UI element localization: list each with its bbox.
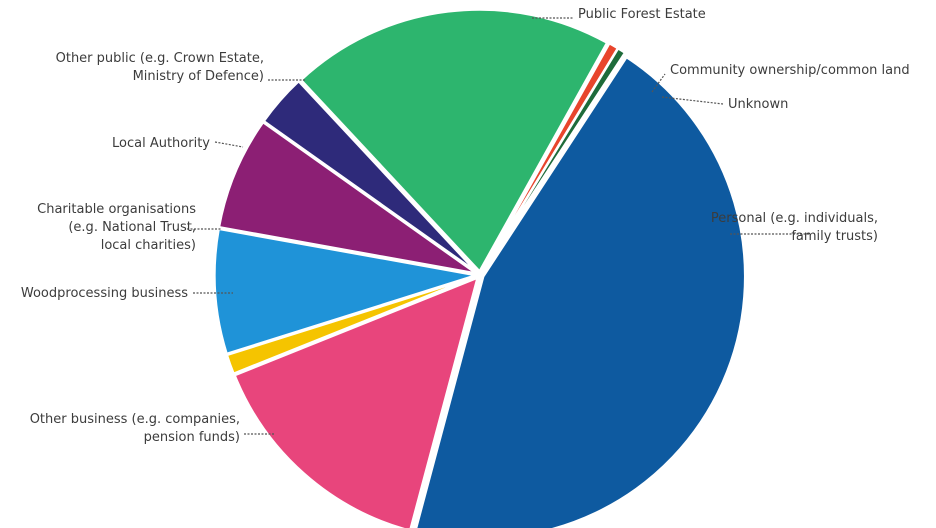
slice-label: Public Forest Estate <box>578 7 706 22</box>
slice-label: Other public (e.g. Crown Estate, Ministry… <box>56 51 264 84</box>
slice-label: Other business (e.g. companies, pension f… <box>30 412 240 445</box>
slice-labels: Public Forest Estate Community ownership/… <box>21 7 910 445</box>
slice-label: Charitable organisations (e.g. National T… <box>37 202 196 253</box>
leader-lines <box>187 17 810 435</box>
pie-slice <box>232 275 480 528</box>
slice-label: Personal (e.g. individuals, family trusts… <box>711 211 878 244</box>
pie-slices <box>213 8 747 528</box>
pie-slice <box>261 79 479 274</box>
pie-slice <box>480 46 627 273</box>
leader-line <box>214 141 244 148</box>
pie-slice <box>213 227 477 356</box>
slice-label: Woodprocessing business <box>21 286 188 301</box>
pie-slice <box>299 8 609 274</box>
slice-label: Local Authority <box>112 136 210 151</box>
leader-line <box>651 73 666 93</box>
pie-slice <box>217 120 478 275</box>
slice-label: Community ownership/common land <box>670 63 910 78</box>
pie-slice <box>414 55 747 528</box>
slice-label: Unknown <box>728 97 788 112</box>
